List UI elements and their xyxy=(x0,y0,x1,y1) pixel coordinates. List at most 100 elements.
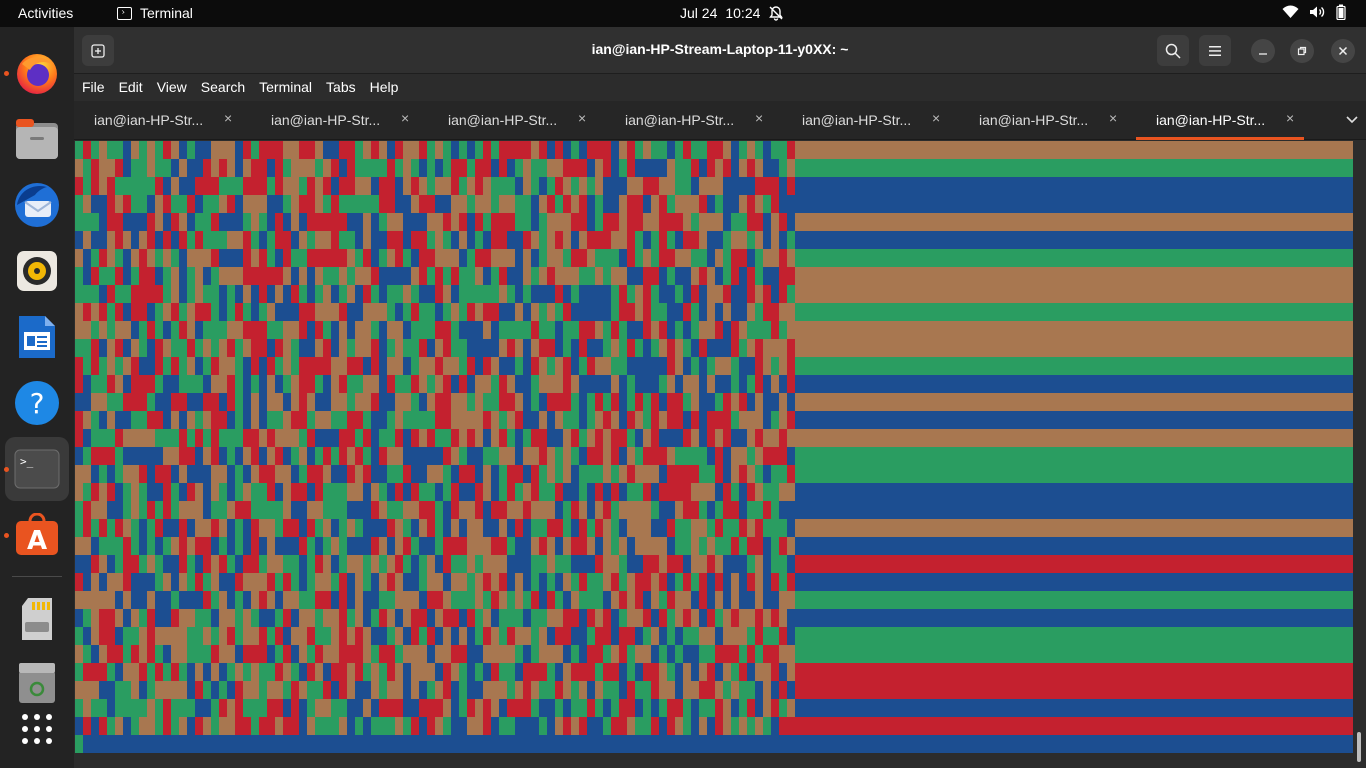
terminal-cell xyxy=(283,573,291,591)
menu-tabs[interactable]: Tabs xyxy=(326,79,356,95)
terminal-cell xyxy=(315,267,323,285)
terminal-cell xyxy=(627,231,635,249)
terminal-cell xyxy=(347,321,355,339)
terminal-cell xyxy=(355,393,363,411)
terminal-cell xyxy=(627,555,635,573)
terminal-cell xyxy=(531,393,539,411)
terminal-cell xyxy=(163,321,171,339)
terminal-cell xyxy=(227,141,235,159)
menu-search[interactable]: Search xyxy=(200,79,246,95)
terminal-cell xyxy=(355,717,363,735)
terminal-viewport[interactable] xyxy=(75,141,1353,753)
terminal-cell xyxy=(419,663,427,681)
scrollbar-thumb[interactable] xyxy=(1357,732,1361,762)
dock-item-firefox[interactable] xyxy=(4,41,69,105)
terminal-tab[interactable]: ian@ian-HP-Str... × xyxy=(1136,101,1313,140)
terminal-cell xyxy=(387,627,395,645)
terminal-cell xyxy=(331,249,339,267)
maximize-button[interactable] xyxy=(1290,39,1314,63)
terminal-cell xyxy=(355,519,363,537)
search-button[interactable] xyxy=(1157,35,1189,66)
terminal-cell xyxy=(491,555,499,573)
dock-item-show-apps[interactable] xyxy=(5,697,69,761)
terminal-cell xyxy=(467,573,475,591)
dock-item-thunderbird[interactable] xyxy=(5,173,69,237)
tab-close-icon[interactable]: × xyxy=(1109,110,1118,126)
terminal-tab[interactable]: ian@ian-HP-Str... × xyxy=(605,101,782,140)
tab-overflow-button[interactable] xyxy=(1346,111,1358,129)
terminal-cell xyxy=(771,267,779,285)
terminal-cell xyxy=(523,555,531,573)
terminal-cell xyxy=(131,177,139,195)
close-button[interactable] xyxy=(1331,39,1355,63)
tab-close-icon[interactable]: × xyxy=(224,110,233,126)
terminal-cell xyxy=(611,195,619,213)
terminal-tab[interactable]: ian@ian-HP-Str... × xyxy=(74,101,251,140)
terminal-cell xyxy=(435,447,443,465)
activities-button[interactable]: Activities xyxy=(18,5,74,21)
menu-help[interactable]: Help xyxy=(369,79,399,95)
clock[interactable]: Jul 24 10:24 xyxy=(680,5,784,21)
dock-item-software[interactable]: A xyxy=(4,503,69,567)
tab-close-icon[interactable]: × xyxy=(755,110,764,126)
new-tab-button[interactable] xyxy=(82,35,114,66)
terminal-cell xyxy=(371,285,379,303)
terminal-cell xyxy=(651,699,659,717)
terminal-cell xyxy=(571,303,579,321)
dock-item-rhythmbox[interactable] xyxy=(5,239,69,303)
terminal-cell xyxy=(371,483,379,501)
terminal-cell xyxy=(299,483,307,501)
terminal-cell xyxy=(611,411,619,429)
dock-item-help[interactable]: ? xyxy=(5,371,69,435)
menu-view[interactable]: View xyxy=(156,79,187,95)
terminal-cell xyxy=(267,357,275,375)
terminal-cell xyxy=(251,555,259,573)
terminal-tab[interactable]: ian@ian-HP-Str... × xyxy=(782,101,959,140)
tab-close-icon[interactable]: × xyxy=(932,110,941,126)
terminal-cell xyxy=(459,285,467,303)
terminal-cell xyxy=(611,339,619,357)
terminal-cell xyxy=(411,339,419,357)
terminal-cell xyxy=(211,555,219,573)
tab-close-icon[interactable]: × xyxy=(401,110,410,126)
menu-terminal[interactable]: Terminal xyxy=(259,79,313,95)
terminal-cell xyxy=(523,699,531,717)
terminal-cell xyxy=(579,519,587,537)
terminal-cell xyxy=(699,213,707,231)
dock-item-trash[interactable] xyxy=(5,651,69,715)
terminal-tab[interactable]: ian@ian-HP-Str... × xyxy=(428,101,605,140)
minimize-button[interactable] xyxy=(1251,39,1275,63)
system-tray[interactable] xyxy=(1282,4,1346,20)
terminal-cell xyxy=(659,627,667,645)
terminal-cell xyxy=(627,627,635,645)
terminal-cell xyxy=(115,519,123,537)
terminal-cell xyxy=(651,285,659,303)
terminal-cell xyxy=(107,519,115,537)
terminal-cell xyxy=(99,681,107,699)
terminal-cell xyxy=(667,285,675,303)
app-menu[interactable]: Terminal xyxy=(117,5,193,21)
dock-item-sdcard[interactable] xyxy=(5,587,69,651)
terminal-tab[interactable]: ian@ian-HP-Str... × xyxy=(959,101,1136,140)
terminal-cell xyxy=(339,393,347,411)
terminal-cell xyxy=(187,213,195,231)
menu-file[interactable]: File xyxy=(82,79,105,95)
terminal-cell xyxy=(331,501,339,519)
scrollbar[interactable] xyxy=(1355,141,1363,768)
terminal-cell xyxy=(779,357,787,375)
terminal-cell xyxy=(467,159,475,177)
tab-close-icon[interactable]: × xyxy=(1286,110,1295,126)
terminal-tab[interactable]: ian@ian-HP-Str... × xyxy=(251,101,428,140)
menu-edit[interactable]: Edit xyxy=(118,79,143,95)
terminal-cell xyxy=(123,555,131,573)
dock-item-files[interactable] xyxy=(5,107,69,171)
terminal-cell xyxy=(259,699,267,717)
hamburger-menu-button[interactable] xyxy=(1199,35,1231,66)
terminal-cell xyxy=(467,213,475,231)
dock-item-writer[interactable] xyxy=(5,305,69,369)
terminal-cell xyxy=(91,267,99,285)
dock-item-terminal[interactable]: >_ xyxy=(4,437,69,501)
terminal-cell xyxy=(451,159,459,177)
tab-close-icon[interactable]: × xyxy=(578,110,587,126)
terminal-cell xyxy=(243,699,251,717)
